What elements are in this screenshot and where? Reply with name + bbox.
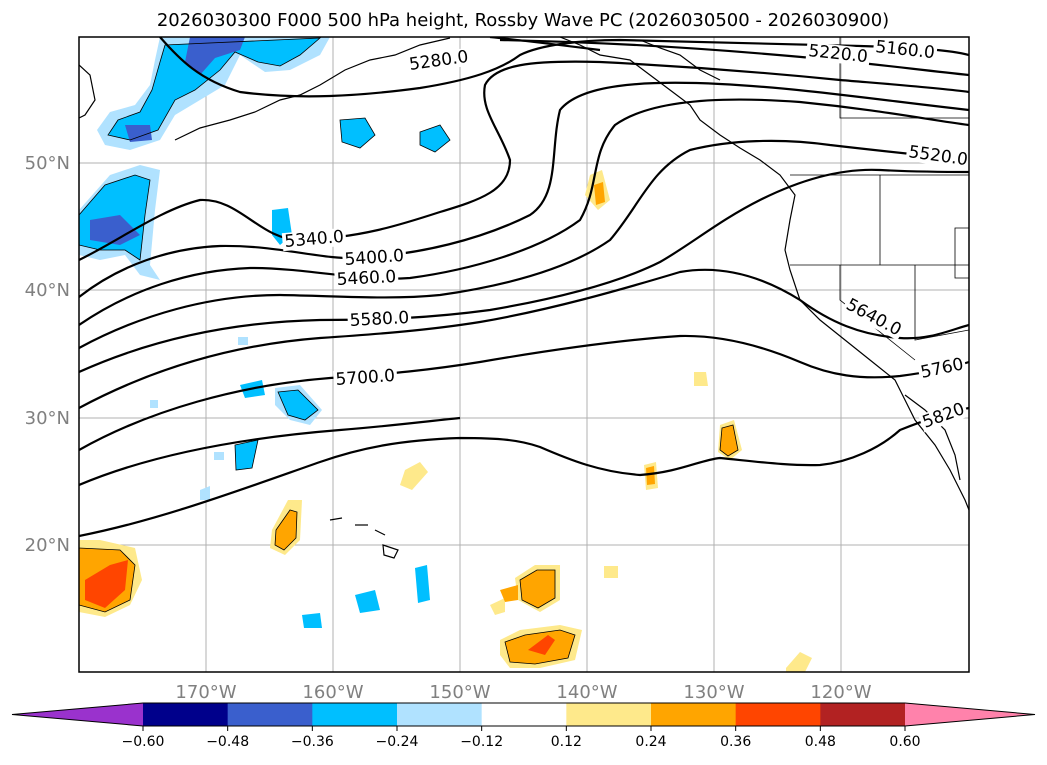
map-panel: 5160.0 5220.0 5280.0 5340.0 5400.0 5460.… bbox=[78, 36, 970, 673]
colorbar-segment bbox=[735, 703, 821, 726]
latitude-labels: 50°N 40°N 30°N 20°N bbox=[25, 153, 70, 556]
colorbar-tick-label: −0.24 bbox=[376, 734, 419, 750]
positive-anomaly-shading bbox=[79, 170, 812, 672]
colorbar-tick-label: −0.12 bbox=[460, 734, 503, 750]
hawaii-islands bbox=[329, 517, 399, 559]
colorbar-extend-low bbox=[12, 703, 143, 726]
colorbar-segment bbox=[227, 703, 313, 726]
contour-label-halo bbox=[872, 37, 938, 63]
colorbar-tick-label: −0.48 bbox=[206, 734, 249, 750]
contour-label-halo bbox=[333, 366, 398, 390]
colorbar-segment bbox=[820, 703, 906, 726]
contour-label-halo bbox=[805, 41, 871, 67]
longitude-labels: 170°W 160°W 150°W 140°W 130°W 120°W bbox=[175, 682, 871, 703]
negative-anomaly-shading bbox=[79, 37, 450, 628]
figure-title: 2026030300 F000 500 hPa height, Rossby W… bbox=[157, 10, 889, 31]
colorbar-tick-label: 0.24 bbox=[635, 734, 666, 750]
colorbar-segment bbox=[566, 703, 652, 726]
contour-label-halo bbox=[406, 47, 472, 75]
colorbar: −0.60 −0.48 −0.36 −0.24 −0.12 0.12 0.24 0.36 0.4… bbox=[11, 702, 1036, 750]
lat-label-40n: 40°N bbox=[25, 280, 70, 301]
contour-label-5400: 5400.0 bbox=[344, 246, 405, 270]
contour-label-halo bbox=[917, 354, 968, 383]
gridlines bbox=[79, 37, 969, 672]
contour-label-5460: 5460.0 bbox=[336, 267, 396, 290]
contour-label-halo bbox=[905, 142, 969, 170]
contour-label-halo bbox=[347, 308, 412, 331]
contour-label-5700: 5700.0 bbox=[335, 366, 396, 390]
colorbar-segment bbox=[481, 703, 567, 726]
colorbar-tick-label: −0.60 bbox=[122, 734, 165, 750]
colorbar-tick-label: 0.12 bbox=[551, 734, 582, 750]
lon-label-150w: 150°W bbox=[429, 682, 490, 703]
contour-label-halo bbox=[334, 267, 399, 290]
lat-label-30n: 30°N bbox=[25, 408, 70, 429]
contour-label-halo bbox=[918, 399, 969, 433]
map-frame bbox=[78, 36, 970, 673]
contour-label-halo bbox=[342, 246, 407, 270]
coastlines bbox=[79, 37, 969, 511]
lon-label-140w: 140°W bbox=[556, 682, 617, 703]
colorbar-segment bbox=[312, 703, 398, 726]
colorbar-segment bbox=[651, 703, 737, 726]
colorbar-segment bbox=[143, 703, 229, 726]
contour-label-halo bbox=[281, 227, 347, 252]
lat-label-20n: 20°N bbox=[25, 535, 70, 556]
lat-label-50n: 50°N bbox=[25, 153, 70, 174]
colorbar-tick-label: 0.36 bbox=[720, 734, 751, 750]
contour-label-halo bbox=[841, 294, 906, 341]
lon-label-160w: 160°W bbox=[302, 682, 363, 703]
colorbar-tick-label: −0.36 bbox=[291, 734, 334, 750]
contour-labels: 5160.0 5220.0 5280.0 5340.0 5400.0 5460.… bbox=[281, 37, 969, 433]
state-borders bbox=[790, 37, 969, 361]
contour-label-5580: 5580.0 bbox=[349, 308, 409, 331]
lon-label-120w: 120°W bbox=[810, 682, 871, 703]
anomaly-outlines bbox=[79, 37, 739, 665]
lon-label-130w: 130°W bbox=[683, 682, 744, 703]
colorbar-segment bbox=[397, 703, 483, 726]
height-contours bbox=[79, 37, 969, 538]
colorbar-tick-label: 0.60 bbox=[889, 734, 920, 750]
lon-label-170w: 170°W bbox=[175, 682, 236, 703]
colorbar-tick-label: 0.48 bbox=[805, 734, 836, 750]
colorbar-extend-high bbox=[905, 703, 1035, 726]
